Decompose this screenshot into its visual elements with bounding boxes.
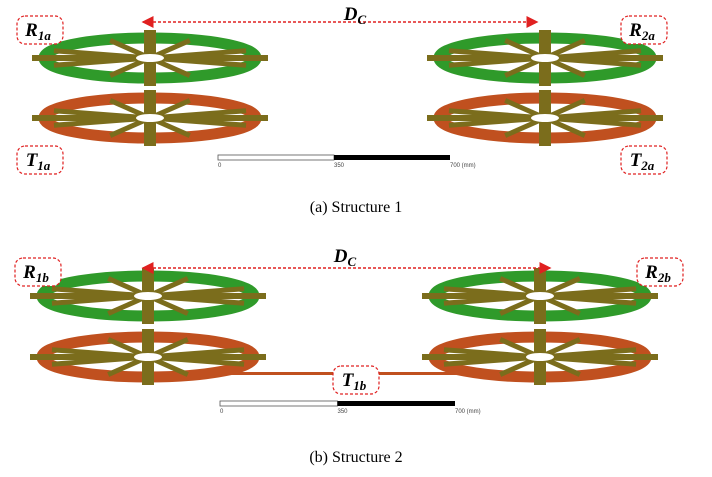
coil <box>30 268 266 324</box>
coil <box>30 329 266 385</box>
hub <box>526 292 554 300</box>
scale-label: 700 (mm) <box>450 163 476 169</box>
label-sub: 1a <box>37 158 51 173</box>
scale-label: 350 <box>338 409 349 415</box>
distance-label: DC <box>343 4 367 27</box>
hub <box>526 353 554 361</box>
hub <box>531 114 559 122</box>
caption: (b) Structure 2 <box>309 449 402 466</box>
label-sub: 2a <box>641 28 656 43</box>
scale-label: 0 <box>218 163 222 169</box>
coil <box>32 90 268 146</box>
distance-main: D <box>343 4 358 25</box>
scale-black <box>334 155 450 160</box>
label-main: R <box>628 20 642 41</box>
hub <box>136 114 164 122</box>
coil <box>427 90 663 146</box>
label-main: R <box>24 20 38 41</box>
coil <box>422 268 658 324</box>
scale-white <box>220 401 338 406</box>
label-main: R <box>644 262 658 283</box>
label-sub: 1b <box>353 378 367 393</box>
coil <box>422 329 658 385</box>
hub <box>134 353 162 361</box>
scale-label: 0 <box>220 409 224 415</box>
label-sub: 1a <box>38 28 52 43</box>
coil <box>32 30 268 86</box>
caption: (a) Structure 1 <box>310 199 402 216</box>
label-sub: 2b <box>657 270 672 285</box>
scale-label: 700 (mm) <box>455 409 481 415</box>
label-main: R <box>22 262 36 283</box>
distance-label: DC <box>333 246 357 269</box>
distance-sub: C <box>348 254 357 269</box>
distance-main: D <box>333 246 348 267</box>
hub <box>531 54 559 62</box>
hub <box>136 54 164 62</box>
distance-sub: C <box>358 12 367 27</box>
scale-black <box>338 401 456 406</box>
figure: DCR1aR2aT1aT2a0350700 (mm)(a) Structure … <box>0 0 712 477</box>
scale-label: 350 <box>334 163 345 169</box>
label-sub: 2a <box>640 158 655 173</box>
hub <box>134 292 162 300</box>
scale-white <box>218 155 334 160</box>
label-sub: 1b <box>36 270 50 285</box>
